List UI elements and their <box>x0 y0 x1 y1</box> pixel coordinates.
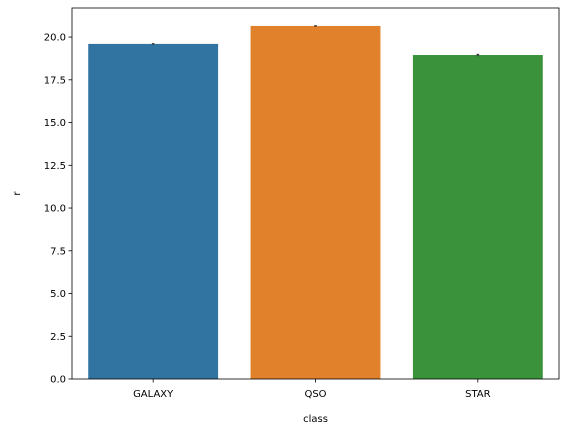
bar-star <box>412 55 543 380</box>
x-axis-label: class <box>303 414 328 425</box>
y-tick-label: 7.5 <box>50 246 66 257</box>
y-tick-label: 0.0 <box>50 375 66 386</box>
bar-galaxy <box>88 43 219 379</box>
y-tick-label: 5.0 <box>50 289 66 300</box>
bars-layer <box>88 25 543 380</box>
plot-frame <box>71 7 560 380</box>
x-axis: GALAXY QSO STAR <box>133 379 491 400</box>
y-axis: 0.0 2.5 5.0 7.5 10.0 12.5 15.0 17.5 20.0 <box>44 33 72 386</box>
y-tick-label: 12.5 <box>44 161 66 172</box>
error-bars-layer <box>151 25 480 57</box>
x-tick-label: STAR <box>465 389 491 400</box>
y-tick-label: 17.5 <box>44 75 66 86</box>
x-tick-label: GALAXY <box>133 389 174 400</box>
x-tick-label: QSO <box>304 389 326 400</box>
y-tick-label: 20.0 <box>44 33 66 44</box>
y-tick-label: 10.0 <box>44 204 66 215</box>
y-tick-label: 2.5 <box>50 332 66 343</box>
y-tick-label: 15.0 <box>44 118 66 129</box>
y-axis-label: r <box>12 191 23 196</box>
bar-qso <box>250 25 381 380</box>
